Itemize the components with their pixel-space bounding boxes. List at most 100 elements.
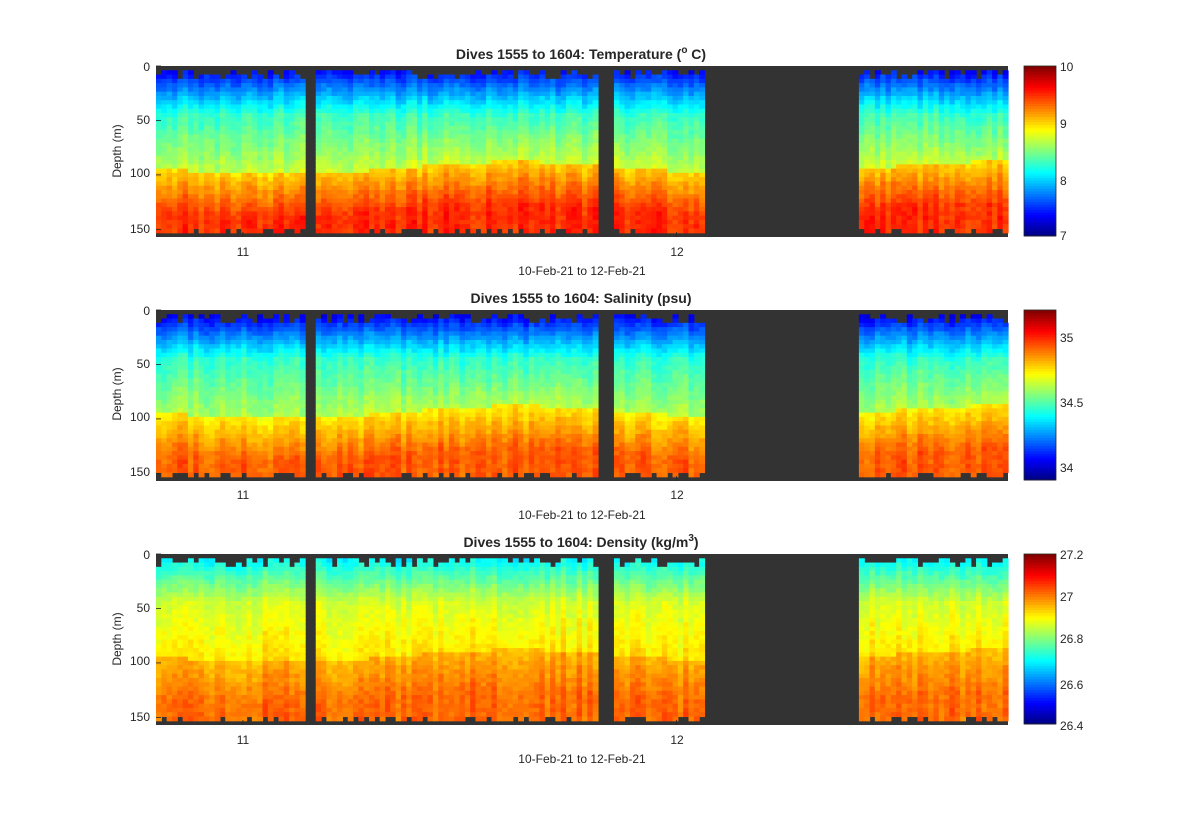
heatmap-cell (997, 164, 1004, 170)
heatmap-cell (534, 151, 540, 157)
heatmap-cell (544, 91, 551, 97)
heatmap-cell (166, 117, 173, 123)
heatmap-cell (315, 168, 322, 174)
heatmap-cell (534, 155, 540, 161)
heatmap-cell (225, 198, 232, 204)
heatmap-cell (166, 121, 173, 127)
heatmap-cell (629, 125, 636, 131)
heatmap-cell (395, 228, 402, 234)
heatmap-cell (369, 91, 375, 97)
heatmap-cell (326, 215, 333, 221)
heatmap-cell (347, 202, 354, 208)
heatmap-cell (880, 113, 887, 118)
heatmap-cell (933, 172, 940, 178)
heatmap-cell (901, 83, 908, 88)
heatmap-cell (278, 91, 285, 97)
heatmap-cell (976, 185, 982, 191)
heatmap-cell (645, 185, 652, 191)
heatmap-cell (661, 202, 668, 208)
heatmap-cell (422, 168, 429, 174)
heatmap-cell (933, 215, 940, 221)
heatmap-cell (171, 331, 178, 337)
colorbar-segment (1024, 156, 1056, 160)
heatmap-cell (273, 155, 280, 161)
heatmap-cell (550, 121, 556, 127)
heatmap-cell (869, 207, 876, 212)
heatmap-cell (954, 138, 961, 144)
heatmap-cell (161, 202, 168, 208)
heatmap-cell (262, 100, 269, 106)
heatmap-cell (667, 70, 674, 76)
heatmap-cell (411, 215, 418, 221)
heatmap-cell (374, 117, 381, 123)
heatmap-cell (885, 147, 892, 153)
heatmap-cell (203, 219, 210, 225)
heatmap-cell (667, 121, 674, 127)
heatmap-cell (661, 172, 668, 178)
heatmap-cell (331, 121, 338, 127)
heatmap-cell (896, 219, 903, 225)
heatmap-cell (459, 215, 466, 221)
heatmap-cell (166, 87, 173, 93)
heatmap-cell (933, 202, 940, 208)
heatmap-cell (406, 95, 413, 101)
heatmap-cell (954, 134, 961, 140)
heatmap-cell (874, 91, 881, 97)
heatmap-cell (890, 172, 897, 178)
heatmap-cell (534, 104, 540, 110)
heatmap-cell (166, 177, 173, 183)
heatmap-cell (922, 228, 929, 234)
heatmap-cell (496, 155, 503, 161)
heatmap-cell (874, 78, 881, 84)
heatmap-cell (582, 215, 588, 221)
heatmap-cell (187, 100, 194, 106)
heatmap-cell (534, 215, 540, 221)
heatmap-cell (555, 108, 562, 114)
heatmap-cell (619, 108, 626, 114)
heatmap-cell (677, 142, 684, 148)
heatmap-cell (411, 207, 418, 212)
heatmap-cell (864, 164, 871, 170)
colorbar-segment (1024, 132, 1056, 136)
heatmap-cell (640, 215, 647, 221)
heatmap-cell (246, 142, 253, 148)
heatmap-cell (209, 78, 216, 84)
heatmap-cell (369, 70, 375, 76)
heatmap-cell (427, 151, 434, 157)
heatmap-cell (289, 142, 296, 148)
heatmap-cell (592, 100, 599, 106)
heatmap-cell (321, 87, 327, 93)
heatmap-cell (960, 117, 966, 123)
heatmap-cell (560, 104, 567, 110)
heatmap-cell (209, 95, 216, 101)
heatmap-cell (187, 104, 194, 110)
heatmap-cell (193, 189, 200, 195)
heatmap-cell (981, 219, 988, 225)
heatmap-cell (539, 224, 546, 230)
heatmap-cell (922, 194, 929, 200)
heatmap-cell (587, 134, 594, 140)
heatmap-cell (464, 202, 471, 208)
heatmap-cell (954, 228, 961, 234)
heatmap-cell (555, 87, 562, 93)
heatmap-cell (470, 113, 477, 118)
heatmap-cell (539, 155, 546, 161)
heatmap-cell (480, 125, 487, 131)
heatmap-cell (629, 121, 636, 127)
heatmap-cell (283, 104, 290, 110)
heatmap-cell (209, 164, 216, 170)
heatmap-cell (326, 194, 333, 200)
heatmap-cell (651, 104, 658, 110)
colorbar-segment (1024, 100, 1056, 104)
heatmap-cell (486, 125, 493, 131)
heatmap-cell (416, 160, 423, 165)
heatmap-cell (363, 228, 370, 234)
heatmap-cell (416, 177, 423, 183)
heatmap-cell (667, 164, 674, 170)
heatmap-cell (246, 202, 253, 208)
heatmap-cell (203, 130, 210, 136)
heatmap-cell (699, 207, 706, 212)
heatmap-cell (550, 155, 556, 161)
heatmap-cell (667, 194, 674, 200)
heatmap-cell (438, 228, 445, 234)
